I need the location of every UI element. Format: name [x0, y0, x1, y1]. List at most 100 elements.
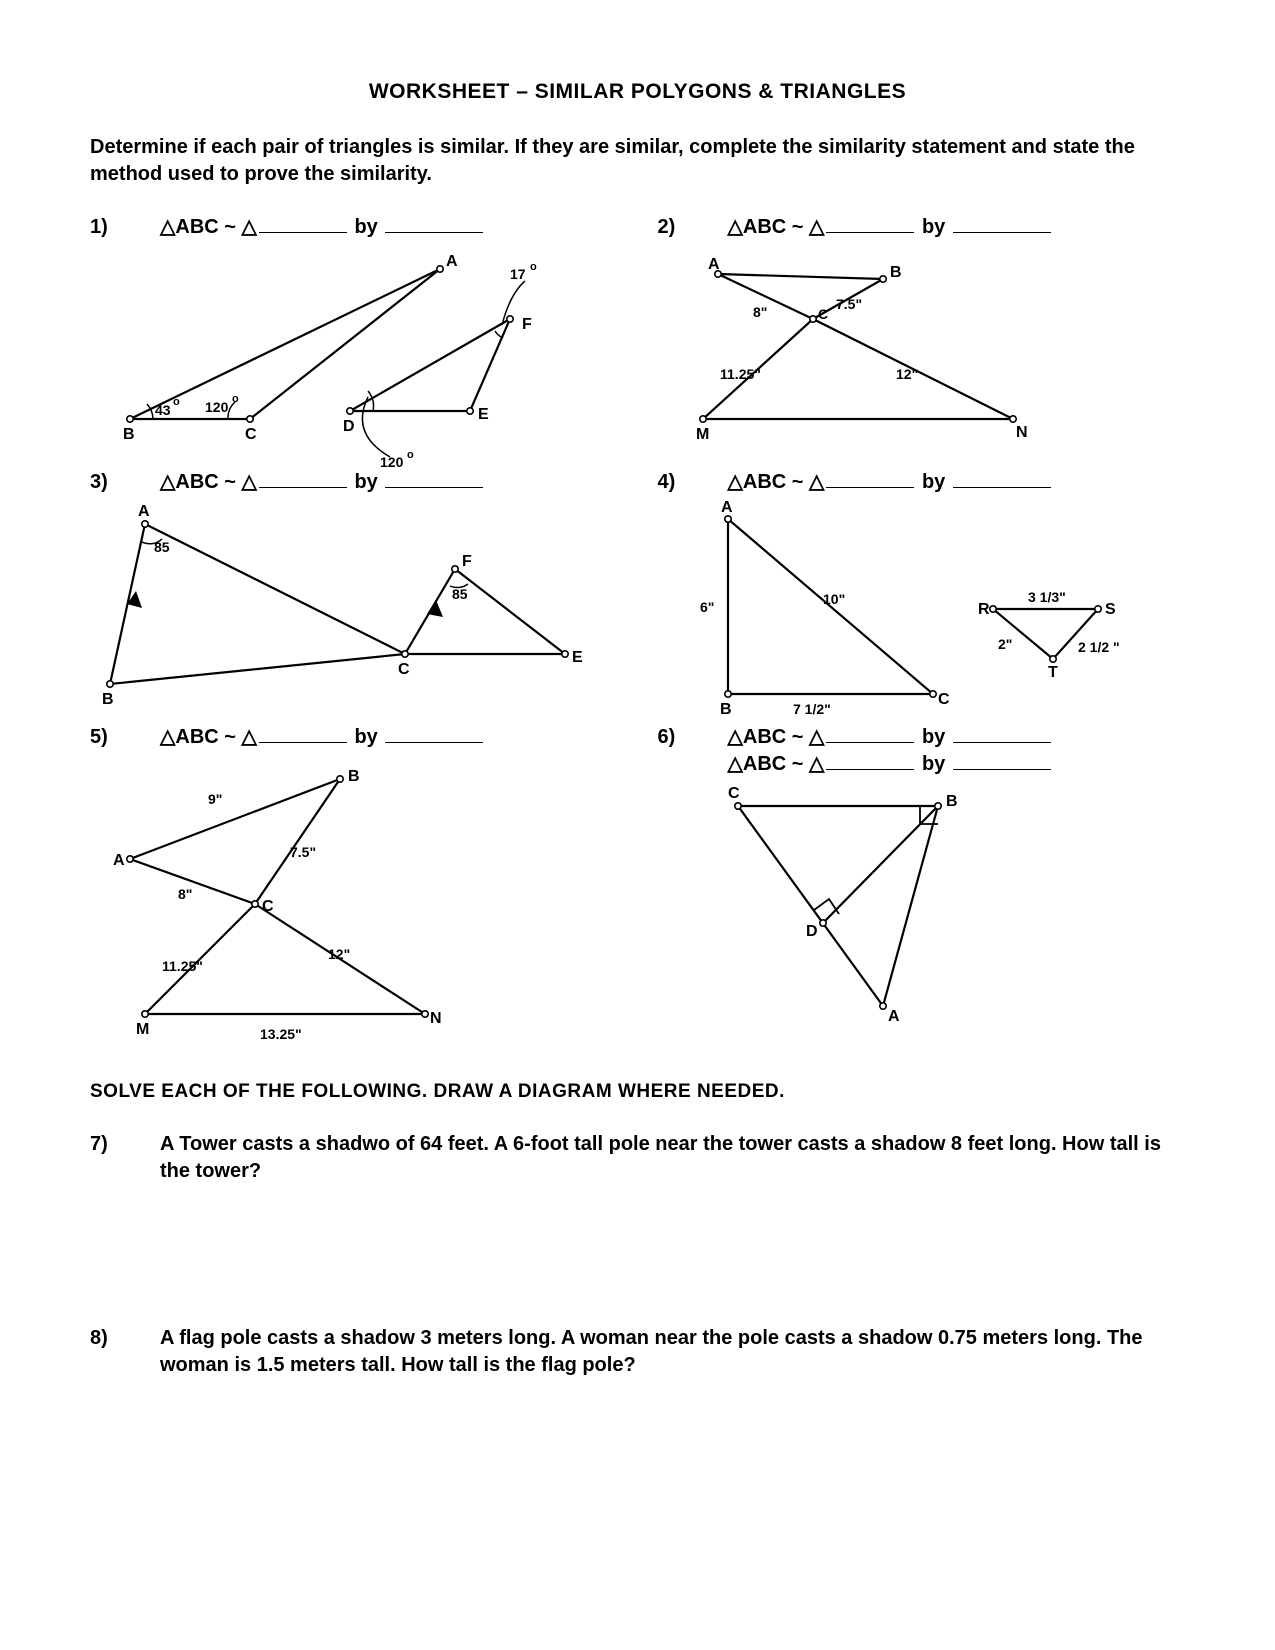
svg-text:R: R [978, 601, 990, 618]
problem-5: 5) △ABC ~ △ by A B C M N 9" 7.5" [90, 724, 618, 1049]
svg-text:C: C [818, 306, 828, 322]
blank[interactable] [385, 469, 483, 488]
blank[interactable] [826, 724, 914, 743]
svg-text:o: o [530, 261, 537, 273]
blank[interactable] [259, 214, 347, 233]
svg-text:N: N [430, 1010, 442, 1027]
svg-text:o: o [232, 393, 239, 405]
svg-text:12": 12" [328, 946, 350, 962]
svg-text:o: o [407, 449, 414, 461]
svg-text:C: C [728, 785, 740, 802]
svg-text:7 1/2": 7 1/2" [793, 701, 831, 717]
svg-text:43: 43 [155, 402, 171, 418]
svg-text:85: 85 [452, 586, 468, 602]
instructions: Determine if each pair of triangles is s… [90, 134, 1185, 188]
svg-text:B: B [720, 701, 732, 718]
svg-text:A: A [446, 253, 458, 270]
blank[interactable] [259, 469, 347, 488]
svg-text:B: B [946, 793, 958, 810]
svg-text:B: B [123, 426, 135, 443]
section-2-heading: SOLVE EACH OF THE FOLLOWING. DRAW A DIAG… [90, 1081, 1185, 1103]
q2-diagram: A B C M N 8" 7.5" 11.25" 12" [658, 239, 1158, 459]
q1-diagram: A B C D E F 43 o 120 o 120 o 17 o [90, 239, 590, 469]
svg-text:M: M [696, 426, 709, 443]
svg-text:120: 120 [380, 454, 404, 469]
q3-number: 3) [90, 471, 160, 494]
svg-text:8": 8" [753, 304, 767, 320]
q3-diagram: A B C F E 85 85 [90, 494, 610, 714]
q1-number: 1) [90, 216, 160, 239]
blank[interactable] [826, 751, 914, 770]
blank[interactable] [826, 214, 914, 233]
blank[interactable] [259, 724, 347, 743]
svg-text:N: N [1016, 424, 1028, 441]
q2-statement: △ABC ~ △ by [728, 214, 1053, 239]
q6-number: 6) [658, 726, 728, 749]
svg-text:B: B [102, 691, 114, 708]
q6-statements: △ABC ~ △ by △ABC ~ △ by [728, 724, 1053, 776]
q7-number: 7) [90, 1131, 160, 1185]
blank[interactable] [953, 469, 1051, 488]
q5-diagram: A B C M N 9" 7.5" 8" 11.25" 12" 13.25" [90, 749, 590, 1049]
q5-statement: △ABC ~ △ by [160, 724, 485, 749]
blank[interactable] [953, 751, 1051, 770]
q2-number: 2) [658, 216, 728, 239]
blank[interactable] [953, 214, 1051, 233]
problem-6: 6) △ABC ~ △ by △ABC ~ △ by [658, 724, 1186, 1049]
q7-text: A Tower casts a shadwo of 64 feet. A 6-f… [160, 1131, 1185, 1185]
svg-text:17: 17 [510, 266, 526, 282]
svg-text:C: C [245, 426, 257, 443]
problem-3: 3) △ABC ~ △ by [90, 469, 618, 724]
svg-text:8": 8" [178, 886, 192, 902]
worksheet-title: WORKSHEET – SIMILAR POLYGONS & TRIANGLES [90, 80, 1185, 104]
blank[interactable] [385, 214, 483, 233]
svg-text:C: C [262, 898, 274, 915]
svg-text:F: F [462, 553, 472, 570]
svg-text:A: A [138, 503, 150, 520]
q5-number: 5) [90, 726, 160, 749]
q4-number: 4) [658, 471, 728, 494]
svg-text:2": 2" [998, 636, 1012, 652]
svg-text:10": 10" [823, 591, 845, 607]
svg-text:3 1/3": 3 1/3" [1028, 589, 1066, 605]
svg-text:C: C [938, 691, 950, 708]
svg-text:120: 120 [205, 399, 229, 415]
svg-text:E: E [572, 649, 583, 666]
svg-text:2 1/2 ": 2 1/2 " [1078, 639, 1120, 655]
q4-statement: △ABC ~ △ by [728, 469, 1053, 494]
svg-text:A: A [113, 852, 125, 869]
q1-statement: △ABC ~ △ by [160, 214, 485, 239]
q8-number: 8) [90, 1325, 160, 1379]
svg-text:T: T [1048, 664, 1058, 681]
problem-8: 8) A flag pole casts a shadow 3 meters l… [90, 1325, 1185, 1379]
svg-text:D: D [343, 418, 355, 435]
problem-2: 2) △ABC ~ △ by A B C M N 8" [658, 214, 1186, 469]
svg-text:13.25": 13.25" [260, 1026, 302, 1042]
svg-text:B: B [348, 768, 360, 785]
svg-text:6": 6" [700, 599, 714, 615]
svg-text:F: F [522, 316, 532, 333]
svg-text:M: M [136, 1021, 149, 1038]
svg-text:C: C [398, 661, 410, 678]
svg-text:A: A [708, 256, 720, 273]
blank[interactable] [953, 724, 1051, 743]
problem-1: 1) △ABC ~ △ by [90, 214, 618, 469]
svg-text:11.25": 11.25" [720, 366, 761, 382]
q3-statement: △ABC ~ △ by [160, 469, 485, 494]
problem-7: 7) A Tower casts a shadwo of 64 feet. A … [90, 1131, 1185, 1185]
q4-diagram: A B C R S T 6" 10" 7 1/2" 3 1/3" 2" 2 1/… [658, 494, 1178, 724]
svg-text:11.25": 11.25" [162, 958, 203, 974]
svg-text:9": 9" [208, 791, 222, 807]
blank[interactable] [826, 469, 914, 488]
svg-text:D: D [806, 923, 818, 940]
svg-text:A: A [888, 1008, 900, 1025]
svg-text:A: A [721, 499, 733, 516]
blank[interactable] [385, 724, 483, 743]
svg-text:S: S [1105, 601, 1116, 618]
q8-text: A flag pole casts a shadow 3 meters long… [160, 1325, 1185, 1379]
svg-text:85: 85 [154, 539, 170, 555]
svg-text:B: B [890, 264, 902, 281]
problem-4: 4) △ABC ~ △ by A B C R S T 6" 10" [658, 469, 1186, 724]
svg-text:E: E [478, 406, 489, 423]
q6-diagram: C B A D [658, 776, 1058, 1036]
